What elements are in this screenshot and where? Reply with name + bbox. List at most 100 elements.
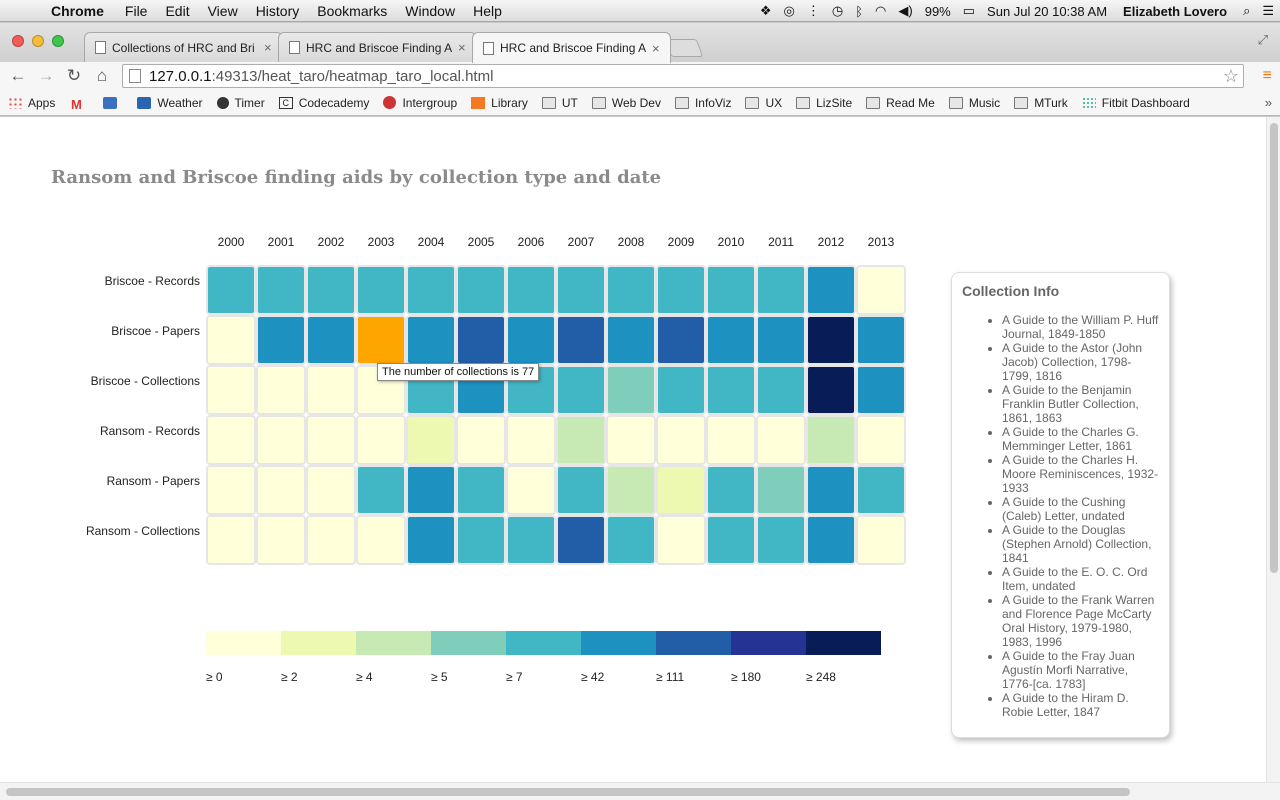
heatmap-cell[interactable] [406, 465, 456, 515]
bookmark-gmail[interactable]: M [69, 97, 89, 112]
horizontal-scrollbar[interactable] [0, 782, 1280, 800]
heatmap-cell[interactable] [356, 515, 406, 565]
heatmap-cell[interactable] [306, 365, 356, 415]
heatmap-cell[interactable] [256, 415, 306, 465]
heatmap-cell[interactable] [306, 315, 356, 365]
tab-collections[interactable]: Collections of HRC and Bri × [84, 32, 283, 62]
menu-app-name[interactable]: Chrome [51, 2, 104, 19]
bookmark-google[interactable] [103, 96, 123, 109]
bookmark-music[interactable]: Music [948, 96, 1000, 110]
heatmap-cell[interactable] [556, 465, 606, 515]
bookmark-mturk[interactable]: MTurk [1014, 96, 1068, 110]
heatmap-cell[interactable] [806, 315, 856, 365]
heatmap-cell[interactable] [506, 465, 556, 515]
spotlight-icon[interactable]: ⌕ [1243, 3, 1251, 18]
bookmark-codecademy[interactable]: C Codecademy [278, 96, 369, 110]
heatmap-cell[interactable] [206, 265, 256, 315]
chrome-menu-icon[interactable]: ≡ [1262, 67, 1272, 84]
menu-history[interactable]: History [255, 2, 300, 19]
heatmap-cell[interactable] [256, 315, 306, 365]
battery-icon[interactable]: ▭ [962, 3, 976, 18]
heatmap-cell[interactable] [856, 515, 906, 565]
heatmap-cell[interactable] [656, 265, 706, 315]
bookmark-infoviz[interactable]: InfoViz [674, 96, 731, 110]
heatmap-cell[interactable] [756, 515, 806, 565]
heatmap-cell[interactable] [706, 265, 756, 315]
heatmap-cell[interactable] [256, 465, 306, 515]
tab-finding-aids-2[interactable]: HRC and Briscoe Finding A × [472, 32, 671, 63]
heatmap-cell[interactable] [706, 315, 756, 365]
heatmap-cell[interactable] [206, 465, 256, 515]
heatmap-cell[interactable] [806, 515, 856, 565]
heatmap-cell[interactable] [556, 365, 606, 415]
minimize-window-button[interactable] [32, 35, 44, 47]
heatmap-cell[interactable] [306, 465, 356, 515]
heatmap-cell[interactable] [356, 415, 406, 465]
heatmap-cell[interactable] [756, 465, 806, 515]
heatmap-cell[interactable] [206, 415, 256, 465]
back-icon[interactable]: ← [9, 66, 27, 85]
heatmap-cell[interactable] [456, 415, 506, 465]
heatmap-cell[interactable] [856, 265, 906, 315]
address-bar[interactable]: 127.0.0.1:49313/heat_taro/heatmap_taro_l… [122, 64, 1244, 88]
bookmark-library[interactable]: Library [471, 96, 528, 110]
heatmap-cell[interactable] [806, 365, 856, 415]
bookmark-ut[interactable]: UT [541, 96, 578, 110]
user-name[interactable]: Elizabeth Lovero [1123, 3, 1228, 19]
menu-file[interactable]: File [124, 2, 148, 19]
heatmap-cell[interactable] [356, 465, 406, 515]
heatmap-cell[interactable] [206, 515, 256, 565]
home-icon[interactable]: ⌂ [96, 66, 108, 85]
heatmap-cell[interactable] [806, 415, 856, 465]
heatmap-cell[interactable] [556, 265, 606, 315]
bookmark-lizsite[interactable]: LizSite [796, 96, 852, 110]
scrollbar-thumb[interactable] [1270, 123, 1278, 573]
more-bookmarks-icon[interactable]: » [1264, 95, 1272, 110]
heatmap-cell[interactable] [556, 315, 606, 365]
bookmark-timer[interactable]: Timer [216, 96, 265, 110]
heatmap-cell[interactable] [256, 515, 306, 565]
heatmap-cell[interactable] [306, 415, 356, 465]
reload-icon[interactable]: ↻ [66, 66, 82, 85]
heatmap-cell[interactable] [656, 515, 706, 565]
heatmap-cell[interactable] [556, 515, 606, 565]
heatmap-cell[interactable] [856, 465, 906, 515]
menu-bookmarks[interactable]: Bookmarks [317, 2, 388, 19]
heatmap-cell[interactable] [456, 515, 506, 565]
heatmap-cell[interactable] [406, 315, 456, 365]
battery-percent[interactable]: 99% [924, 3, 951, 19]
heatmap-cell[interactable] [706, 515, 756, 565]
heatmap-cell[interactable] [206, 315, 256, 365]
heatmap-cell[interactable] [706, 465, 756, 515]
close-window-button[interactable] [12, 35, 24, 47]
heatmap-cell[interactable] [656, 315, 706, 365]
heatmap-cell[interactable] [356, 265, 406, 315]
tab-finding-aids-1[interactable]: HRC and Briscoe Finding A × [278, 32, 477, 62]
bookmark-weather[interactable]: Weather [137, 96, 203, 110]
bookmark-ux[interactable]: UX [745, 96, 782, 110]
heatmap-cell[interactable] [306, 515, 356, 565]
notification-center-icon[interactable]: ☰ [1262, 3, 1274, 18]
heatmap-cell[interactable] [606, 515, 656, 565]
heatmap-cell[interactable] [656, 465, 706, 515]
bluetooth-icon[interactable]: ᛒ [855, 3, 864, 19]
heatmap-cell[interactable] [306, 265, 356, 315]
heatmap-cell[interactable] [606, 415, 656, 465]
close-tab-icon[interactable]: × [652, 40, 660, 56]
bookmark-apps[interactable]: Apps [8, 96, 55, 110]
heatmap-cell[interactable] [856, 365, 906, 415]
menu-window[interactable]: Window [405, 2, 456, 19]
heatmap-cell[interactable] [556, 415, 606, 465]
heatmap-cell[interactable] [506, 415, 556, 465]
scrollbar-thumb[interactable] [6, 788, 1130, 796]
heatmap-cell[interactable] [506, 515, 556, 565]
vertical-scrollbar[interactable] [1266, 117, 1280, 782]
bookmark-fitbit-dashboard[interactable]: Fitbit Dashboard [1081, 96, 1190, 110]
bookmark-web-dev[interactable]: Web Dev [591, 96, 661, 110]
bookmark-star-icon[interactable]: ☆ [1222, 66, 1239, 86]
heatmap-cell[interactable] [606, 365, 656, 415]
heatmap-cell[interactable] [406, 265, 456, 315]
heatmap-cell[interactable] [456, 265, 506, 315]
heatmap-cell[interactable] [406, 415, 456, 465]
clock[interactable]: Sun Jul 20 10:38 AM [987, 3, 1108, 19]
